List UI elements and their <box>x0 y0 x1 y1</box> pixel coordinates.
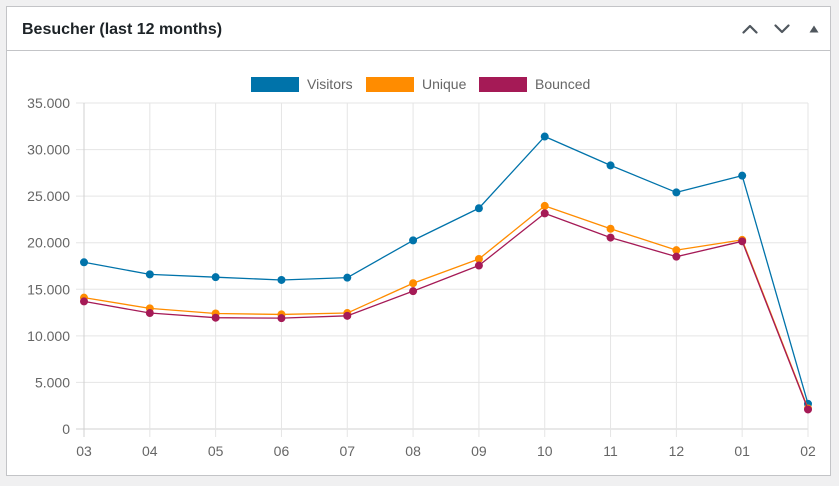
series-bounced <box>80 209 812 414</box>
x-tick-label: 03 <box>76 443 92 459</box>
x-tick-label: 04 <box>142 443 158 459</box>
data-point <box>672 246 681 255</box>
y-tick-label: 25.000 <box>27 188 70 204</box>
data-point <box>211 273 220 282</box>
x-tick-label: 07 <box>339 443 355 459</box>
y-tick-label: 0 <box>62 421 70 437</box>
triangle-up-icon <box>809 25 819 33</box>
data-point <box>145 309 154 318</box>
data-point <box>409 287 418 296</box>
data-point <box>145 270 154 279</box>
x-tick-label: 11 <box>603 443 618 459</box>
data-point <box>606 233 615 242</box>
chevron-down-icon <box>774 24 790 34</box>
chart-axes: 0 5.000 10.000 15.000 20.000 25.000 30.000 35.0… <box>27 95 816 459</box>
x-tick-label: 12 <box>669 443 685 459</box>
y-tick-label: 15.000 <box>27 281 70 297</box>
chart-area: 0 5.000 10.000 15.000 20.000 25.000 30.000 35.0… <box>7 51 830 475</box>
data-point <box>80 258 88 267</box>
data-point <box>540 132 549 141</box>
move-up-button[interactable] <box>734 7 766 51</box>
legend-item-visitors: Visitors <box>251 76 353 92</box>
toggle-panel-button[interactable] <box>798 7 830 51</box>
data-point <box>738 171 747 180</box>
data-point <box>80 297 88 306</box>
data-point <box>738 237 747 246</box>
data-point <box>672 188 681 197</box>
x-tick-label: 06 <box>274 443 290 459</box>
data-point <box>343 311 352 320</box>
data-point <box>474 255 483 264</box>
legend-label: Unique <box>422 76 467 92</box>
data-point <box>409 236 418 245</box>
series-unique <box>80 201 812 413</box>
y-tick-label: 35.000 <box>27 95 70 111</box>
widget-title: Besucher (last 12 months) <box>22 21 223 38</box>
legend-swatch <box>251 77 299 92</box>
legend-item-bounced: Bounced <box>479 76 590 92</box>
legend-item-unique: Unique <box>366 76 467 92</box>
widget-header: Besucher (last 12 months) <box>7 7 830 51</box>
legend-label: Bounced <box>535 76 590 92</box>
data-point <box>211 313 220 322</box>
series-line-visitors <box>83 135 809 405</box>
x-tick-label: 08 <box>405 443 421 459</box>
legend-swatch <box>479 77 527 92</box>
visitors-widget: Besucher (last 12 months) 0 5.000 10.0 <box>6 6 831 476</box>
x-tick-label: 01 <box>734 443 750 459</box>
data-point <box>474 204 483 213</box>
data-point <box>409 279 418 288</box>
data-point <box>277 314 286 323</box>
move-down-button[interactable] <box>766 7 798 51</box>
data-point <box>277 275 286 284</box>
data-point <box>343 273 352 282</box>
x-tick-label: 10 <box>537 443 553 459</box>
y-tick-label: 30.000 <box>27 142 70 158</box>
x-tick-label: 09 <box>471 443 487 459</box>
x-tick-label: 02 <box>800 443 816 459</box>
chart-legend: Visitors Unique Bounced <box>251 76 590 92</box>
data-point <box>606 161 615 170</box>
legend-label: Visitors <box>307 76 353 92</box>
data-point <box>540 209 549 218</box>
y-tick-label: 20.000 <box>27 235 70 251</box>
series-line-bounced <box>83 212 809 410</box>
chart-grid <box>76 102 809 437</box>
data-point <box>474 261 483 270</box>
header-controls <box>734 7 830 51</box>
data-point <box>804 405 812 414</box>
series-line-unique <box>83 205 809 409</box>
data-point <box>672 252 681 261</box>
data-point <box>606 224 615 233</box>
chart-series <box>80 132 812 414</box>
series-visitors <box>80 132 812 408</box>
legend-swatch <box>366 77 414 92</box>
data-point <box>540 201 549 210</box>
y-tick-label: 5.000 <box>35 374 70 390</box>
chevron-up-icon <box>742 24 758 34</box>
y-tick-label: 10.000 <box>27 328 70 344</box>
x-tick-label: 05 <box>208 443 224 459</box>
